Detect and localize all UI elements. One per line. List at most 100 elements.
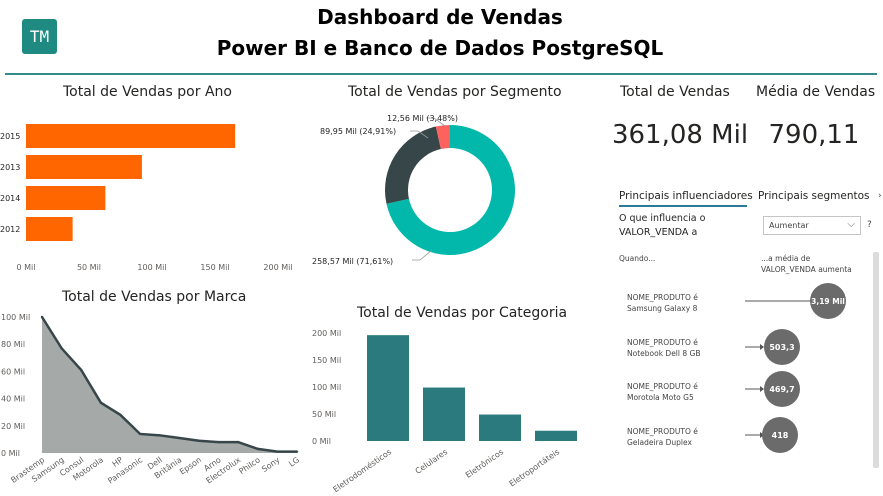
- brand-point-Samsung: [60, 347, 63, 350]
- app-logo: TM: [22, 19, 57, 54]
- segment-slice-2: [435, 125, 450, 149]
- brand-point-Philco: [256, 447, 259, 451]
- brand-y-tick: 0 Mil: [1, 449, 20, 458]
- brand-point-Dell: [158, 434, 161, 437]
- year-x-tick: 150 Mil: [200, 263, 229, 272]
- category-bar-3: [535, 430, 577, 441]
- brand-y-tick: 80 Mil: [1, 340, 25, 349]
- category-bar-2: [479, 414, 521, 441]
- year-bar-2013: [26, 155, 142, 179]
- total-sales-label: Total de Vendas: [620, 84, 730, 100]
- segment-slice-0: [386, 125, 515, 255]
- year-x-tick: 200 Mil: [263, 263, 292, 272]
- brand-point-LG: [295, 450, 299, 453]
- sales-by-year-chart[interactable]: 2015 2013 2014 2012 0 Mil 50 Mil 100 Mil 150 Mi…: [0, 110, 300, 275]
- influencer-3-amount: 469,7: [769, 385, 794, 394]
- tab-top-segments[interactable]: Principais segmentos: [758, 190, 870, 202]
- influencer-4-value: Geladeira Duplex: [627, 438, 692, 447]
- segment-data-label-1: 89,95 Mil (24,91%): [320, 127, 396, 136]
- brand-x-tick: Sony: [260, 455, 282, 474]
- influencer-1-field: NOME_PRODUTO é: [627, 293, 698, 302]
- year-x-tick: 50 Mil: [77, 263, 101, 272]
- category-y-tick: 0 Mil: [312, 437, 331, 446]
- header-divider: [5, 73, 877, 75]
- influencer-4-amount: 418: [772, 431, 789, 440]
- year-label-2014: 2014: [0, 194, 20, 203]
- category-chart-title: Total de Vendas por Categoria: [357, 305, 568, 321]
- year-label-2015: 2015: [0, 132, 20, 141]
- brand-y-tick: 100 Mil: [1, 313, 30, 322]
- influencer-3-field: NOME_PRODUTO é: [627, 382, 698, 391]
- brand-point-HP: [119, 413, 122, 417]
- brand-point-Brastemp: [40, 315, 44, 319]
- tab-key-influencers[interactable]: Principais influenciadores: [619, 190, 753, 202]
- influencer-3-bubble[interactable]: [764, 371, 800, 407]
- brand-point-Electrolux: [236, 440, 240, 444]
- category-bar-0: [367, 335, 409, 441]
- category-x-tick: Eletrônicos: [463, 446, 505, 479]
- col-when-label: Quando...: [619, 254, 656, 263]
- brand-point-Britânia: [178, 436, 181, 440]
- brand-area: [42, 317, 297, 453]
- active-tab-indicator: [619, 205, 747, 207]
- brand-chart-title: Total de Vendas por Marca: [62, 289, 247, 305]
- category-y-tick: 200 Mil: [312, 329, 341, 338]
- influencer-question-line2: VALOR_VENDA a: [619, 227, 698, 238]
- category-x-tick: Eletrodomésticos: [331, 446, 393, 494]
- col-avg-label-1: ...a média de: [761, 254, 811, 263]
- brand-y-tick: 20 Mil: [1, 422, 25, 431]
- segment-leader-0: [412, 249, 433, 261]
- influencers-scrollbar[interactable]: [873, 252, 879, 468]
- year-bar-2014: [26, 186, 106, 210]
- brand-line: [40, 316, 297, 453]
- chevron-down-icon: ⌵: [847, 219, 855, 230]
- segment-leader-2: [426, 117, 446, 127]
- category-y-tick: 100 Mil: [312, 383, 341, 392]
- segment-data-label-0: 258,57 Mil (71,61%): [312, 257, 393, 266]
- influencer-1-amount: 3,19 Mil: [811, 297, 845, 306]
- brand-point-Arno: [217, 440, 220, 444]
- avg-sales-label: Média de Vendas: [756, 84, 876, 100]
- category-x-tick: Eletroportáteis: [508, 447, 562, 488]
- brand-point-Panasonic: [138, 432, 142, 436]
- segment-chart-title: Total de Vendas por Segmento: [348, 84, 562, 100]
- col-avg-label-2: VALOR_VENDA aumenta: [761, 265, 852, 274]
- brand-x-tick: Philco: [237, 455, 262, 476]
- influencer-4-bubble[interactable]: [762, 417, 798, 453]
- sales-by-segment-chart[interactable]: 258,57 Mil (71,61%) 89,95 Mil (24,91%) 12,…: [300, 105, 590, 275]
- category-y-tick: 50 Mil: [312, 410, 336, 419]
- influencer-bubbles[interactable]: 3,19 Mil 503,3 469,7 418: [740, 280, 865, 460]
- dropdown-value: Aumentar: [769, 221, 809, 230]
- influencer-1-value: Samsung Galaxy 8: [627, 304, 698, 313]
- category-x-tick: Celulares: [414, 447, 450, 476]
- influencer-1-bubble[interactable]: [810, 283, 846, 319]
- avg-sales-value: 790,11: [768, 120, 860, 150]
- brand-point-Consul: [80, 368, 83, 372]
- segment-leader-1: [410, 130, 429, 139]
- influencer-4-field: NOME_PRODUTO é: [627, 427, 698, 436]
- influencer-2-field: NOME_PRODUTO é: [627, 338, 698, 347]
- brand-point-Epson: [197, 439, 201, 442]
- year-label-2013: 2013: [0, 163, 20, 172]
- category-bar-1: [423, 387, 465, 441]
- year-bar-2015: [26, 124, 236, 148]
- dashboard-title: Dashboard de Vendas: [317, 5, 563, 29]
- year-chart-title: Total de Vendas por Ano: [63, 84, 232, 100]
- direction-dropdown[interactable]: Aumentar ⌵: [763, 216, 861, 235]
- influencer-question-line1: O que influencia o: [619, 213, 706, 224]
- chevron-right-icon[interactable]: ›: [878, 191, 882, 201]
- year-bar-2012: [26, 217, 73, 241]
- influencer-2-bubble[interactable]: [764, 329, 800, 365]
- sales-by-category-chart[interactable]: 0 Mil 50 Mil 100 Mil 150 Mil 200 Mil Eletrodo…: [305, 320, 600, 496]
- influencer-2-amount: 503,3: [769, 343, 794, 352]
- help-icon[interactable]: ?: [867, 220, 872, 230]
- year-x-tick: 100 Mil: [137, 263, 166, 272]
- brand-x-tick: Epson: [178, 455, 203, 476]
- influencer-3-value: Morotola Moto G5: [627, 393, 694, 402]
- brand-point-Motorola: [99, 401, 103, 404]
- brand-y-tick: 60 Mil: [1, 367, 25, 376]
- influencer-3-arrow: [760, 386, 764, 392]
- category-y-tick: 150 Mil: [312, 356, 341, 365]
- brand-point-Sony: [276, 450, 279, 453]
